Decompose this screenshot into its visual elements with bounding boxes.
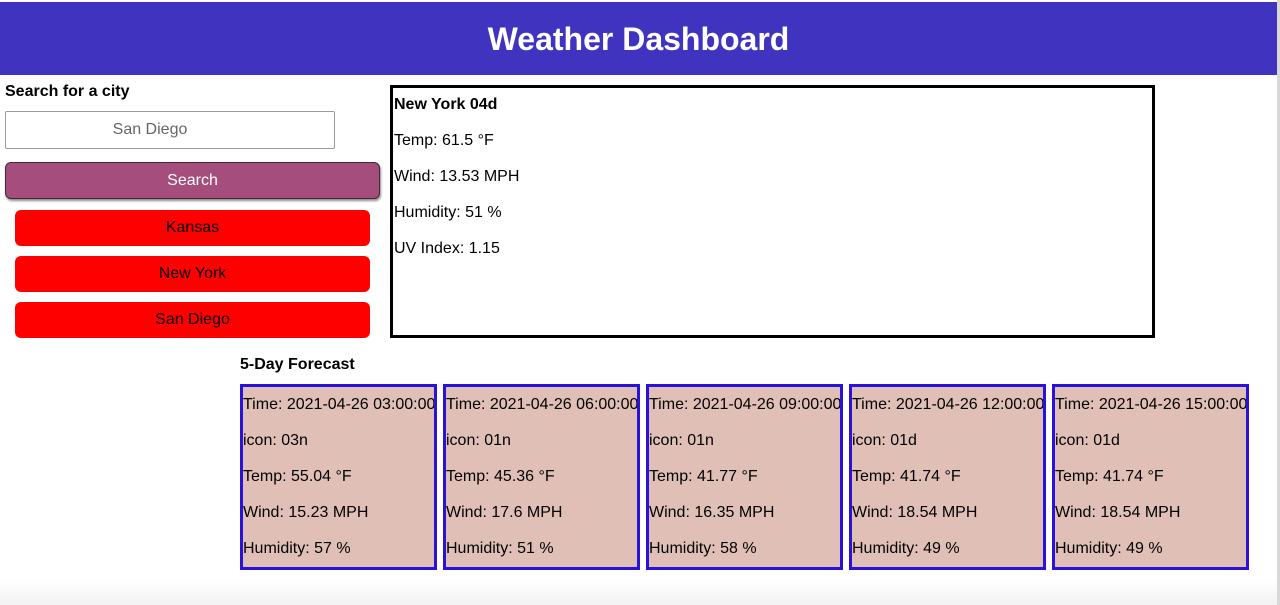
forecast-temp: Temp: 41.74 °F — [1055, 468, 1164, 485]
city-search-input[interactable] — [5, 111, 335, 149]
forecast-humidity: Humidity: 51 % — [446, 540, 554, 557]
forecast-time: Time: 2021-04-26 06:00:00 — [446, 396, 639, 413]
current-weather-panel: New York 04d Temp: 61.5 °F Wind: 13.53 M… — [390, 85, 1155, 338]
forecast-temp: Temp: 45.36 °F — [446, 468, 555, 485]
window-edge — [1277, 0, 1280, 605]
history-button-san-diego[interactable]: San Diego — [15, 302, 370, 338]
forecast-card: Time: 2021-04-26 12:00:00 icon: 01d Temp… — [849, 384, 1046, 570]
forecast-time: Time: 2021-04-26 12:00:00 — [852, 396, 1045, 413]
forecast-humidity: Humidity: 49 % — [852, 540, 960, 557]
forecast-icon-code: icon: 01n — [649, 432, 714, 449]
forecast-wind: Wind: 15.23 MPH — [243, 504, 369, 521]
page-title: Weather Dashboard — [487, 20, 790, 57]
forecast-card: Time: 2021-04-26 03:00:00 icon: 03n Temp… — [240, 384, 437, 570]
forecast-card: Time: 2021-04-26 09:00:00 icon: 01n Temp… — [646, 384, 843, 570]
forecast-wind: Wind: 17.6 MPH — [446, 504, 563, 521]
header-bar: Weather Dashboard — [0, 2, 1277, 75]
forecast-time: Time: 2021-04-26 09:00:00 — [649, 396, 842, 413]
history-button-new-york[interactable]: New York — [15, 256, 370, 292]
current-humidity: Humidity: 51 % — [394, 204, 502, 221]
forecast-title: 5-Day Forecast — [240, 356, 355, 373]
forecast-wind: Wind: 18.54 MPH — [852, 504, 978, 521]
current-temp: Temp: 61.5 °F — [394, 132, 494, 149]
current-wind: Wind: 13.53 MPH — [394, 168, 520, 185]
forecast-temp: Temp: 55.04 °F — [243, 468, 352, 485]
forecast-icon-code: icon: 03n — [243, 432, 308, 449]
forecast-humidity: Humidity: 58 % — [649, 540, 757, 557]
forecast-wind: Wind: 18.54 MPH — [1055, 504, 1181, 521]
forecast-time: Time: 2021-04-26 03:00:00 — [243, 396, 436, 413]
bottom-shadow — [0, 580, 1277, 605]
forecast-cards: Time: 2021-04-26 03:00:00 icon: 03n Temp… — [240, 384, 1249, 570]
forecast-icon-code: icon: 01d — [852, 432, 917, 449]
forecast-humidity: Humidity: 57 % — [243, 540, 351, 557]
forecast-card: Time: 2021-04-26 15:00:00 icon: 01d Temp… — [1052, 384, 1249, 570]
search-button[interactable]: Search — [5, 162, 380, 199]
forecast-temp: Temp: 41.74 °F — [852, 468, 961, 485]
forecast-wind: Wind: 16.35 MPH — [649, 504, 775, 521]
search-history-list: Kansas New York San Diego — [15, 210, 370, 348]
search-label: Search for a city — [5, 83, 130, 100]
forecast-temp: Temp: 41.77 °F — [649, 468, 758, 485]
current-city: New York 04d — [394, 96, 498, 113]
current-uv-index: UV Index: 1.15 — [394, 240, 500, 257]
forecast-humidity: Humidity: 49 % — [1055, 540, 1163, 557]
history-button-kansas[interactable]: Kansas — [15, 210, 370, 246]
forecast-time: Time: 2021-04-26 15:00:00 — [1055, 396, 1248, 413]
forecast-icon-code: icon: 01n — [446, 432, 511, 449]
forecast-icon-code: icon: 01d — [1055, 432, 1120, 449]
forecast-card: Time: 2021-04-26 06:00:00 icon: 01n Temp… — [443, 384, 640, 570]
